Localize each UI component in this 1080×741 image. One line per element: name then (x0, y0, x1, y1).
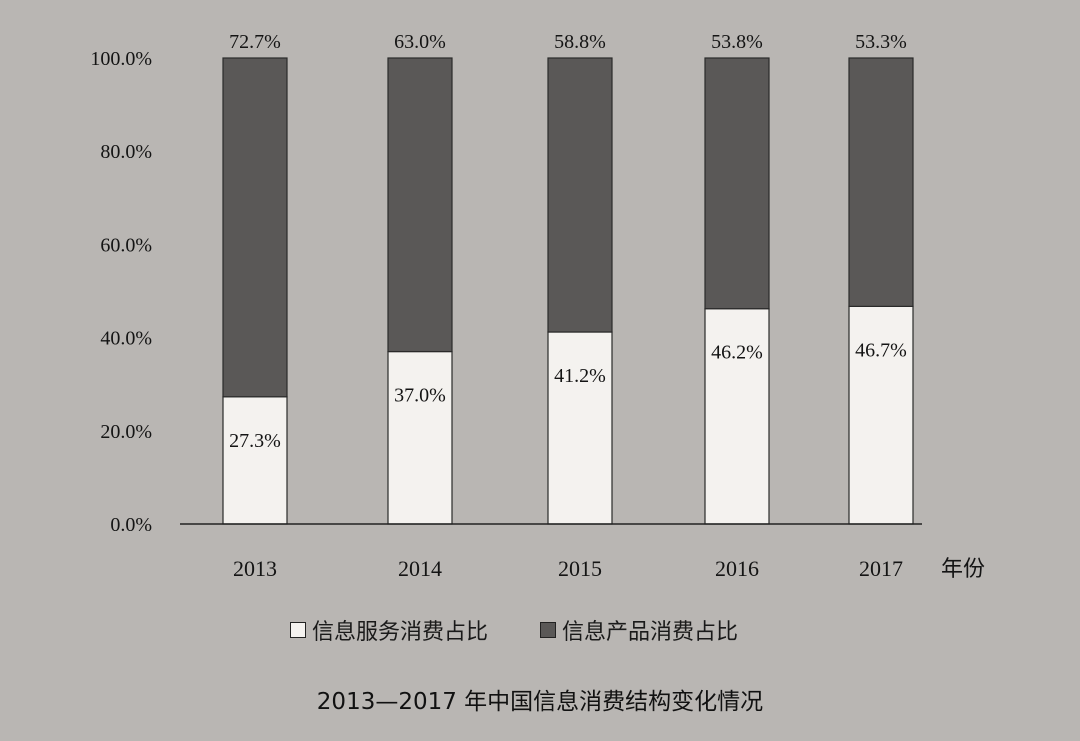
data-label-product-2013: 72.7% (229, 31, 281, 53)
stacked-bar-chart: 0.0% 20.0% 40.0% 60.0% 80.0% 100.0% 72.7% 27.3%… (90, 31, 985, 582)
y-tick-label: 40.0% (100, 328, 152, 350)
bar-service-2015 (547, 331, 613, 525)
y-tick-label: 60.0% (100, 234, 152, 256)
bar-product-2013 (222, 57, 288, 398)
legend-label-service: 信息服务消费占比 (312, 620, 489, 645)
y-tick-label: 80.0% (100, 141, 152, 163)
legend: 信息服务消费占比 信息产品消费占比 (290, 614, 738, 646)
legend-item-service: 信息服务消费占比 (290, 614, 488, 646)
bar-product-2014 (387, 57, 453, 353)
x-tick-label-2013: 2013 (233, 556, 277, 581)
bar-product-2017 (848, 57, 914, 307)
bar-service-2014 (387, 350, 453, 525)
data-label-service-2013: 27.3% (229, 430, 281, 452)
x-tick-label-2015: 2015 (558, 556, 602, 581)
legend-swatch-product (540, 622, 557, 638)
data-label-service-2016: 46.2% (711, 342, 763, 364)
x-axis-title: 年份 (941, 557, 985, 582)
x-tick-label-2014: 2014 (398, 556, 442, 581)
bar-product-2016 (704, 57, 770, 310)
bar-service-2016 (704, 308, 770, 525)
data-label-product-2016: 53.8% (711, 31, 763, 53)
x-tick-label-2016: 2016 (715, 556, 759, 581)
chart-title: 2013—2017 年中国信息消费结构变化情况 (316, 689, 764, 715)
y-tick-label: 20.0% (100, 421, 152, 443)
data-label-service-2017: 46.7% (855, 339, 907, 361)
legend-item-product: 信息产品消费占比 (540, 614, 738, 646)
y-tick-label: 100.0% (90, 48, 152, 70)
bar-product-2015 (547, 57, 613, 333)
data-label-service-2014: 37.0% (394, 385, 446, 407)
legend-label-product: 信息产品消费占比 (562, 620, 739, 645)
data-label-product-2017: 53.3% (855, 31, 907, 53)
y-tick-label: 0.0% (110, 514, 152, 536)
data-label-service-2015: 41.2% (554, 365, 606, 387)
data-label-product-2015: 58.8% (554, 31, 606, 53)
bar-service-2013 (222, 396, 288, 525)
bar-service-2017 (848, 305, 914, 525)
legend-swatch-service (290, 622, 306, 638)
data-label-product-2014: 63.0% (394, 31, 446, 53)
x-tick-label-2017: 2017 (859, 556, 903, 581)
